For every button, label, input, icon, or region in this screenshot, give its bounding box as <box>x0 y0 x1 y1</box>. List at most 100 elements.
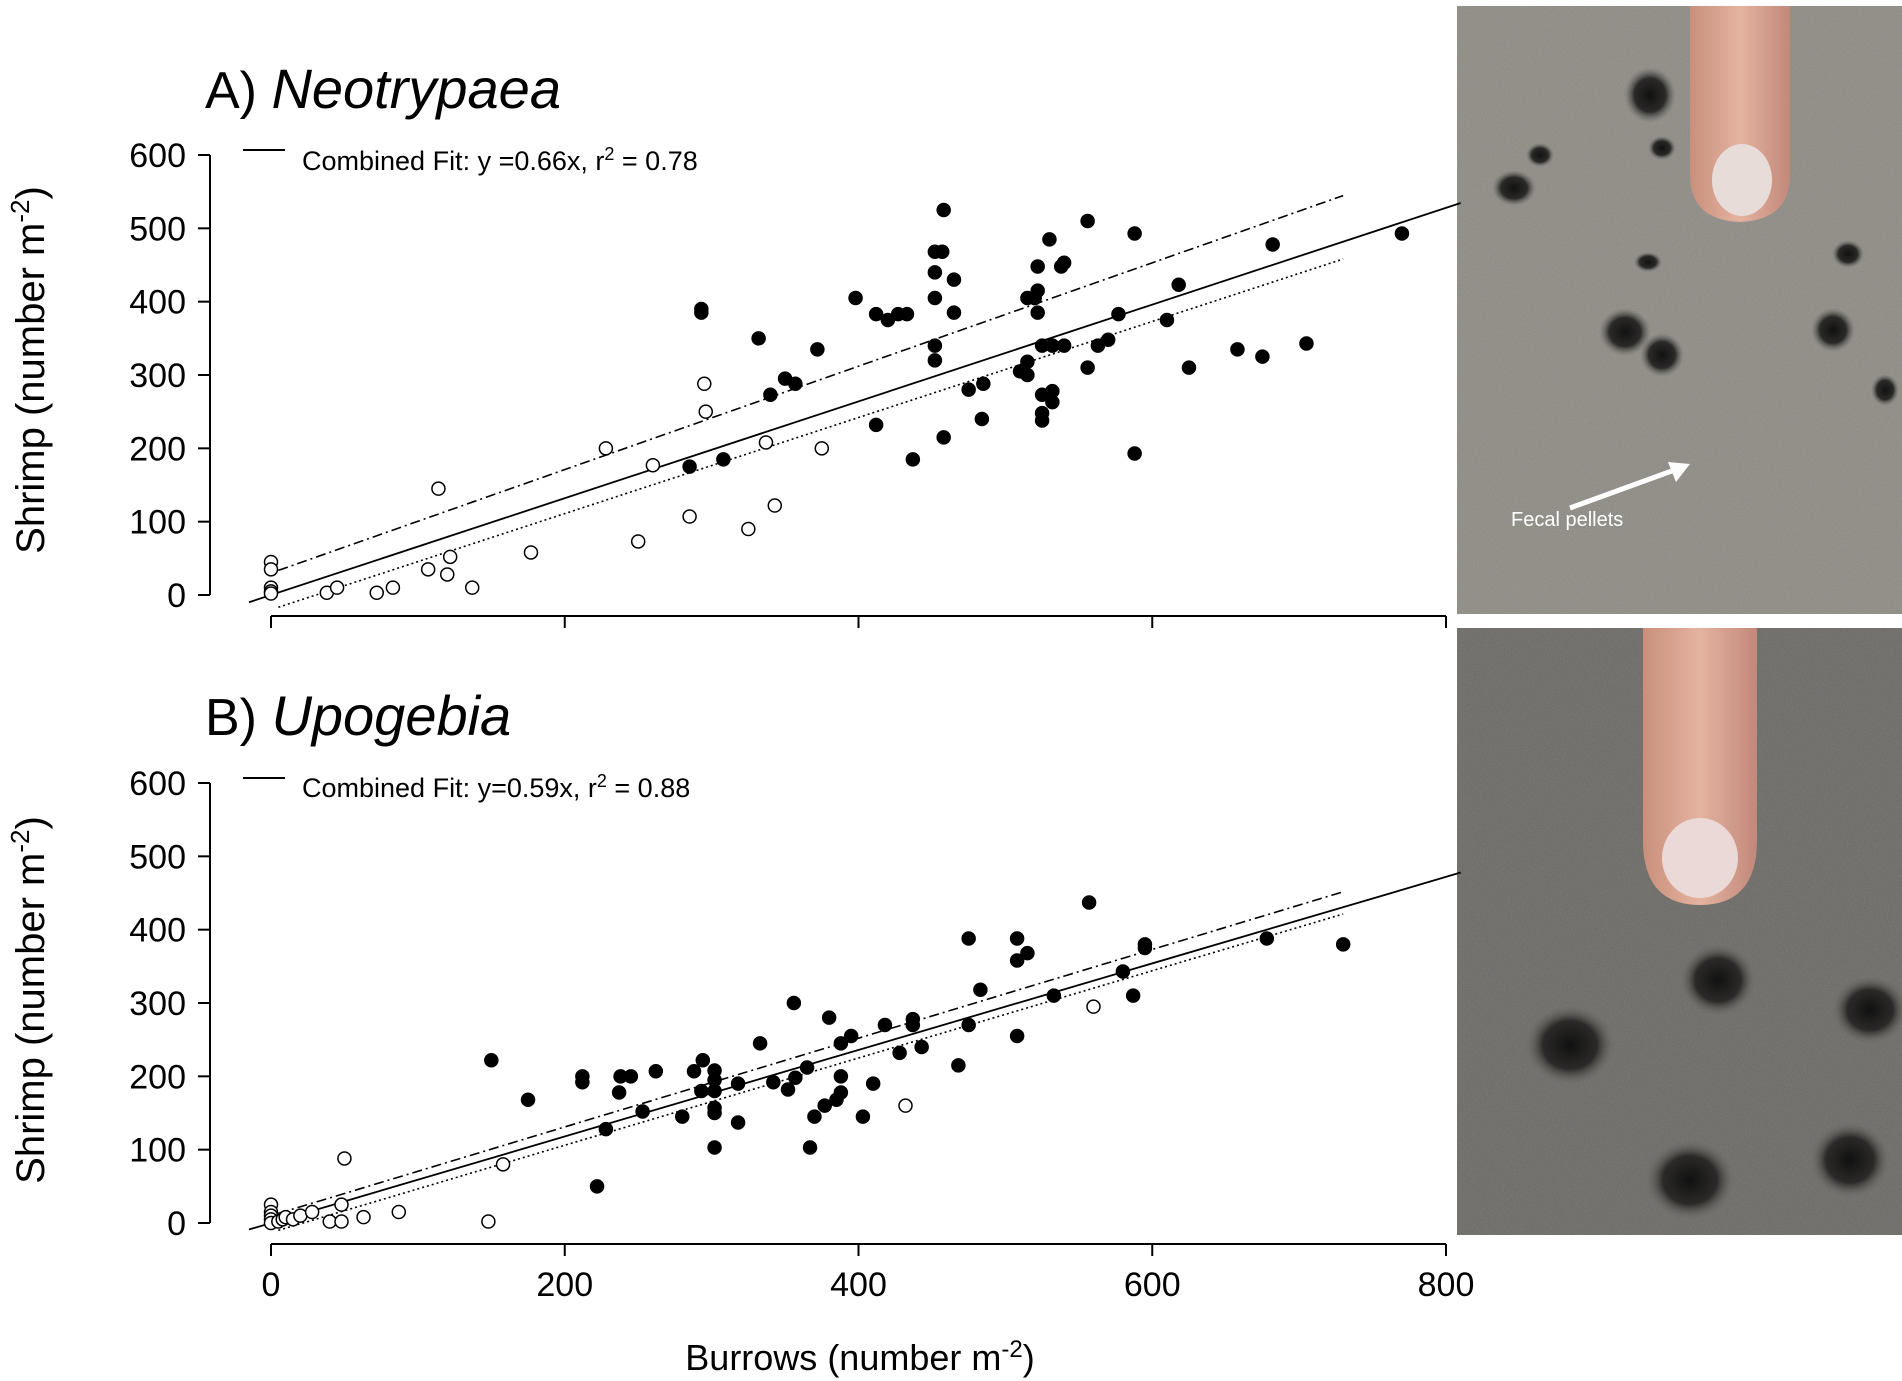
y-tick-label: 200 <box>129 430 186 468</box>
data-point-filled <box>1230 342 1245 357</box>
data-point-filled <box>598 1121 614 1137</box>
data-point-filled <box>934 244 950 260</box>
data-point-filled <box>694 305 709 320</box>
data-point-filled <box>914 1039 929 1055</box>
data-point-filled <box>865 1076 881 1091</box>
data-point-filled <box>855 1109 871 1124</box>
data-point-filled <box>686 1063 702 1079</box>
y-tick-label: 0 <box>167 577 186 615</box>
data-point-filled <box>694 1083 709 1099</box>
data-point-open <box>481 1214 496 1229</box>
y-tick-label: 300 <box>129 357 186 395</box>
data-point-filled <box>961 1017 976 1033</box>
lower-bound-line <box>278 258 1344 609</box>
data-point-open <box>334 1214 349 1229</box>
data-point-filled <box>951 1058 966 1073</box>
data-point-filled <box>833 1069 849 1084</box>
data-point-filled <box>1030 283 1045 298</box>
data-point-filled <box>905 452 921 467</box>
data-point-filled <box>707 1063 722 1078</box>
data-point-filled <box>682 459 697 474</box>
y-tick-label: 300 <box>129 985 186 1023</box>
data-point-filled <box>648 1063 664 1079</box>
data-point-filled <box>961 382 976 397</box>
data-point-filled <box>936 430 951 445</box>
panel-a: A) Neotrypaea Shrimp (number m-2) 0 100 20… <box>5 57 1461 628</box>
data-point-filled <box>1171 277 1186 293</box>
data-point-open <box>369 585 384 601</box>
y-tick-label: 100 <box>129 1132 186 1170</box>
data-point-filled <box>1009 1028 1025 1044</box>
data-point-filled <box>1081 895 1097 910</box>
data-point-filled <box>1046 988 1062 1003</box>
data-point-filled <box>780 1082 796 1097</box>
fecal-pellets-arrow <box>1569 462 1690 511</box>
data-point-open <box>337 1151 352 1166</box>
panel-a-y-label: Shrimp (number m-2) <box>5 186 53 554</box>
data-point-open <box>431 481 446 496</box>
fecal-pellets-label: Fecal pellets <box>1511 509 1623 531</box>
data-point-filled <box>786 995 802 1011</box>
x-tick-label: 800 <box>1418 1266 1475 1304</box>
y-tick-label: 100 <box>129 504 186 542</box>
data-point-filled <box>1181 360 1197 375</box>
data-point-filled <box>892 1045 907 1061</box>
data-point-open <box>1086 999 1101 1014</box>
data-point-filled <box>1335 937 1351 952</box>
data-point-filled <box>1030 259 1045 274</box>
data-point-filled <box>810 342 825 357</box>
data-point-filled <box>1259 931 1275 946</box>
data-point-filled <box>1255 349 1270 364</box>
data-point-filled <box>575 1074 590 1090</box>
x-tick-label: 0 <box>262 1266 281 1304</box>
y-tick-label: 500 <box>129 838 186 876</box>
panel-b-legend: Combined Fit: y=0.59x, r2 = 0.88 <box>302 771 690 803</box>
data-point-filled <box>1030 305 1045 320</box>
x-tick-label: 200 <box>536 1266 593 1304</box>
data-point-filled <box>848 290 863 306</box>
data-point-open <box>420 562 436 577</box>
panel-b-y-label: Shrimp (number m-2) <box>5 816 53 1184</box>
data-point-filled <box>936 202 951 218</box>
data-point-filled <box>1394 226 1410 241</box>
x-axis-label: Burrows (number m-2) <box>685 1336 1034 1379</box>
y-tick-label: 600 <box>129 765 186 803</box>
data-point-filled <box>752 1036 768 1051</box>
data-point-open <box>814 441 830 456</box>
data-point-filled <box>807 1109 822 1124</box>
data-point-filled <box>1115 964 1131 979</box>
data-point-open <box>698 404 713 419</box>
data-point-open <box>898 1098 913 1113</box>
data-point-filled <box>635 1104 650 1119</box>
panel-b-title: B) Upogebia <box>205 684 511 747</box>
data-point-filled <box>763 387 778 403</box>
upper-bound-line <box>278 194 1344 572</box>
data-point-filled <box>1111 306 1126 322</box>
data-point-filled <box>1080 360 1095 375</box>
panel-a-title: A) Neotrypaea <box>205 57 561 120</box>
data-point-filled <box>821 1010 837 1025</box>
data-point-open <box>263 586 279 601</box>
photo-neotrypaea: Fecal pellets <box>1457 6 1902 614</box>
data-point-filled <box>1045 394 1060 410</box>
data-point-filled <box>1009 931 1025 946</box>
data-point-open <box>598 441 614 456</box>
data-point-filled <box>1042 232 1057 247</box>
data-point-open <box>630 534 646 549</box>
data-point-filled <box>707 1140 722 1155</box>
data-point-filled <box>484 1052 499 1068</box>
data-point-open <box>741 521 756 537</box>
data-point-filled <box>946 305 962 320</box>
data-point-filled <box>707 1100 722 1116</box>
data-point-open <box>385 580 401 595</box>
data-point-filled <box>1127 226 1142 241</box>
data-point-open <box>495 1157 511 1172</box>
data-point-open <box>334 1197 349 1212</box>
y-tick-label: 400 <box>129 912 186 950</box>
y-tick-label: 500 <box>129 210 186 248</box>
data-point-filled <box>946 272 962 287</box>
data-point-filled <box>1265 237 1280 252</box>
data-point-filled <box>905 1017 921 1033</box>
data-point-filled <box>961 931 976 946</box>
